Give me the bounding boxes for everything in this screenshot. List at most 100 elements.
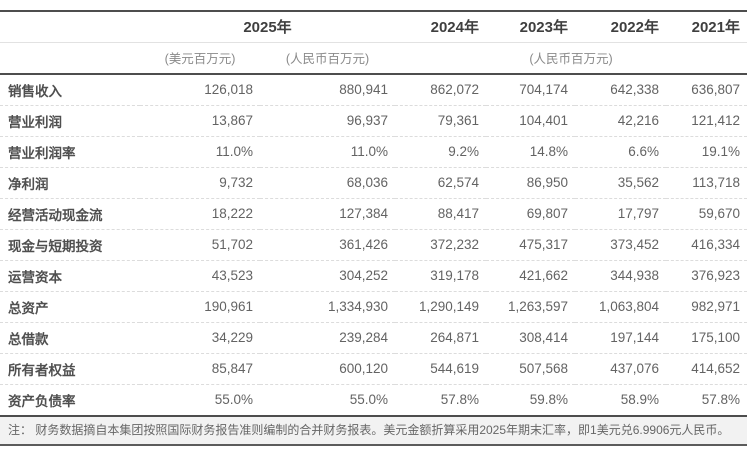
unit-header-rmb-2021-2024: (人民币百万元)	[395, 42, 747, 75]
col-header-2024: 2024年	[395, 10, 486, 43]
cell-value: 880,941	[260, 74, 395, 106]
cell-value: 175,100	[666, 322, 747, 354]
cell-value: 86,950	[486, 167, 575, 199]
cell-value: 11.0%	[260, 136, 395, 168]
unit-header-usd-2025: (美元百万元)	[140, 42, 260, 75]
corner-cell	[0, 10, 140, 43]
cell-value: 421,662	[486, 260, 575, 292]
cell-value: 304,252	[260, 260, 395, 292]
cell-value: 197,144	[575, 322, 666, 354]
cell-value: 642,338	[575, 74, 666, 106]
unit-header-rmb-2025: (人民币百万元)	[260, 42, 395, 75]
row-label: 营业利润率	[0, 136, 140, 168]
cell-value: 1,334,930	[260, 291, 395, 323]
unit-corner-cell	[0, 42, 140, 75]
table-body: 销售收入 126,018 880,941 862,072 704,174 642,338 6…	[0, 74, 747, 415]
cell-value: 344,938	[575, 260, 666, 292]
cell-value: 9,732	[140, 167, 260, 199]
year-header-row: 2025年 2024年 2023年 2022年 2021年	[0, 10, 747, 43]
financial-highlights-table: 2025年 2024年 2023年 2022年 2021年 (美元百万元) (人…	[0, 10, 747, 415]
row-label: 经营活动现金流	[0, 198, 140, 230]
row-label: 资产负债率	[8, 393, 76, 409]
row-label: 总资产	[0, 291, 140, 323]
table-row: 总借款 34,229 239,284 264,871 308,414 197,144 175…	[0, 322, 747, 354]
cell-value: 18,222	[140, 198, 260, 230]
table-row: 经营活动现金流 18,222 127,384 88,417 69,807 17,797 59…	[0, 198, 747, 230]
cell-value: 319,178	[395, 260, 486, 292]
cell-value: 437,076	[575, 353, 666, 385]
cell-value: 13,867	[140, 105, 260, 137]
cell-value: 35,562	[575, 167, 666, 199]
row-label: 营业利润	[0, 105, 140, 137]
cell-value: 55.0%	[214, 392, 253, 408]
cell-value: 544,619	[395, 353, 486, 385]
unit-header-row: (美元百万元) (人民币百万元) (人民币百万元)	[0, 42, 747, 75]
row-label: 所有者权益	[0, 353, 140, 385]
cell-value: 127,384	[260, 198, 395, 230]
cell-value: 6.6%	[575, 136, 666, 168]
row-label: 现金与短期投资	[0, 229, 140, 261]
table-row: 资产负债率 55.0% 55.0% 57.8% 59.8% 58.9% 57.8%	[0, 384, 747, 415]
cell-value: 121,412	[666, 105, 747, 137]
col-header-2023: 2023年	[486, 10, 575, 43]
cell-value: 239,284	[260, 322, 395, 354]
cell-value: 104,401	[486, 105, 575, 137]
cell-value: 190,961	[140, 291, 260, 323]
cell-value: 17,797	[575, 198, 666, 230]
cell-value: 88,417	[395, 198, 486, 230]
cell-value: 600,120	[260, 353, 395, 385]
cell-value: 11.0%	[140, 136, 260, 168]
cell-value: 982,971	[666, 291, 747, 323]
cell-value: 9.2%	[395, 136, 486, 168]
row-label: 总借款	[0, 322, 140, 354]
cell-value: 34,229	[140, 322, 260, 354]
table-row: 总资产 190,961 1,334,930 1,290,149 1,263,597 1,0…	[0, 291, 747, 323]
cell-value: 58.9%	[620, 392, 659, 408]
cell-value: 68,036	[260, 167, 395, 199]
table-row: 运营资本 43,523 304,252 319,178 421,662 344,938 37…	[0, 260, 747, 292]
cell-value: 416,334	[666, 229, 747, 261]
cell-value: 43,523	[140, 260, 260, 292]
cell-value: 57.8%	[440, 392, 479, 408]
cell-value: 51,702	[140, 229, 260, 261]
cell-value: 372,232	[395, 229, 486, 261]
table-row: 所有者权益 85,847 600,120 544,619 507,568 437,076 4…	[0, 353, 747, 385]
cell-value: 59.8%	[529, 392, 568, 408]
col-header-2022: 2022年	[575, 10, 666, 43]
row-label: 净利润	[0, 167, 140, 199]
cell-value: 69,807	[486, 198, 575, 230]
cell-value: 96,937	[260, 105, 395, 137]
cell-value: 373,452	[575, 229, 666, 261]
cell-value: 704,174	[486, 74, 575, 106]
table-row: 净利润 9,732 68,036 62,574 86,950 35,562 113,718	[0, 167, 747, 199]
financial-highlights-page: 2025年 2024年 2023年 2022年 2021年 (美元百万元) (人…	[0, 10, 747, 446]
cell-value: 1,290,149	[395, 291, 486, 323]
cell-value: 414,652	[666, 353, 747, 385]
table-row: 销售收入 126,018 880,941 862,072 704,174 642,338 6…	[0, 74, 747, 106]
col-header-2021: 2021年	[666, 10, 747, 43]
cell-value: 59,670	[666, 198, 747, 230]
cell-value: 264,871	[395, 322, 486, 354]
cell-value: 113,718	[666, 167, 747, 199]
cell-value: 475,317	[486, 229, 575, 261]
row-label: 运营资本	[0, 260, 140, 292]
col-header-2025: 2025年	[140, 10, 395, 43]
cell-value: 14.8%	[486, 136, 575, 168]
cell-value: 62,574	[395, 167, 486, 199]
cell-value: 1,263,597	[486, 291, 575, 323]
cell-value: 126,018	[140, 74, 260, 106]
cell-value: 507,568	[486, 353, 575, 385]
cell-value: 55.0%	[349, 392, 388, 408]
cell-value: 79,361	[395, 105, 486, 137]
cell-value: 85,847	[140, 353, 260, 385]
cell-value: 361,426	[260, 229, 395, 261]
cell-value: 636,807	[666, 74, 747, 106]
cell-value: 376,923	[666, 260, 747, 292]
cell-value: 19.1%	[666, 136, 747, 168]
table-row: 营业利润 13,867 96,937 79,361 104,401 42,216 121,4…	[0, 105, 747, 137]
cell-value: 862,072	[395, 74, 486, 106]
table-row: 营业利润率 11.0% 11.0% 9.2% 14.8% 6.6% 19.1%	[0, 136, 747, 168]
table-row: 现金与短期投资 51,702 361,426 372,232 475,317 373,45…	[0, 229, 747, 261]
cell-value: 308,414	[486, 322, 575, 354]
cell-value: 57.8%	[701, 392, 740, 408]
